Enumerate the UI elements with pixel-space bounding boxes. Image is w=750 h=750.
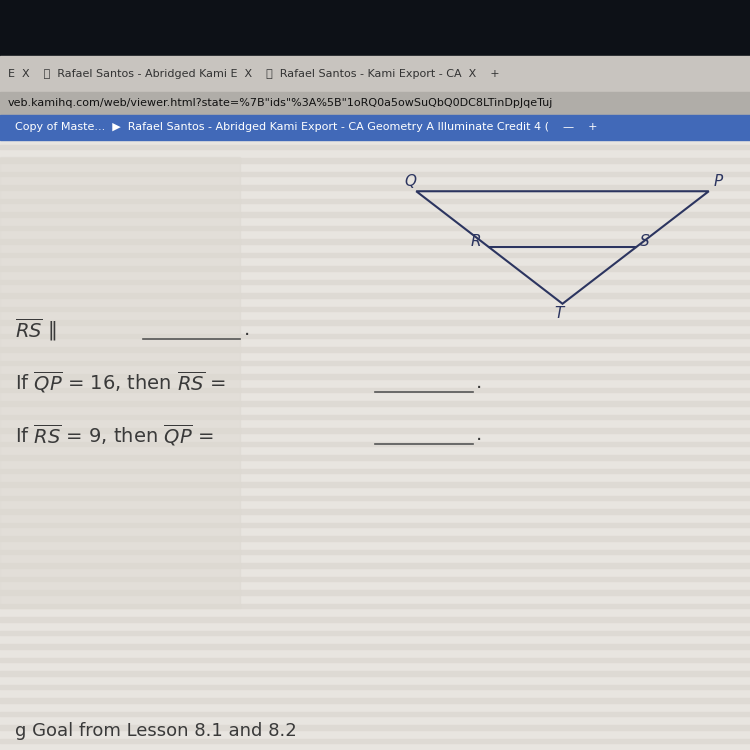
Bar bbox=[0, 185, 750, 190]
Bar bbox=[0, 158, 240, 608]
Bar bbox=[0, 145, 750, 149]
Bar bbox=[0, 509, 750, 514]
Bar bbox=[0, 442, 750, 446]
Bar bbox=[0, 226, 750, 230]
Bar bbox=[0, 428, 750, 433]
Bar bbox=[0, 604, 750, 608]
Bar bbox=[0, 631, 750, 635]
Text: veb.kamihq.com/web/viewer.html?state=%7B"ids"%3A%5B"1oRQ0a5owSuQbQ0DC8LTinDpJqeT: veb.kamihq.com/web/viewer.html?state=%7B… bbox=[8, 98, 553, 109]
Bar bbox=[0, 374, 750, 379]
Bar bbox=[0, 523, 750, 527]
Bar bbox=[0, 482, 750, 487]
Text: E  X    Ⓚ  Rafael Santos - Abridged Kami E  X    Ⓚ  Rafael Santos - Kami Export : E X Ⓚ Rafael Santos - Abridged Kami E X … bbox=[8, 69, 500, 80]
Bar bbox=[0, 158, 750, 163]
Text: S: S bbox=[640, 234, 650, 249]
Text: If $\overline{RS}$ = 9, then $\overline{QP}$ =: If $\overline{RS}$ = 9, then $\overline{… bbox=[15, 422, 214, 448]
Bar bbox=[0, 199, 750, 203]
Bar bbox=[0, 212, 750, 217]
Text: .: . bbox=[244, 320, 250, 340]
Bar bbox=[0, 361, 750, 365]
Bar bbox=[0, 92, 750, 115]
Bar bbox=[0, 725, 750, 730]
Bar bbox=[0, 590, 750, 595]
Bar bbox=[0, 671, 750, 676]
Bar bbox=[0, 644, 750, 649]
Bar bbox=[0, 455, 750, 460]
Bar bbox=[0, 0, 750, 115]
Bar bbox=[0, 469, 750, 473]
Text: .: . bbox=[476, 373, 482, 392]
Bar bbox=[0, 320, 750, 325]
Bar bbox=[0, 712, 750, 716]
Bar bbox=[0, 115, 750, 140]
Bar bbox=[0, 658, 750, 662]
Bar bbox=[0, 388, 750, 392]
Bar bbox=[0, 536, 750, 541]
Text: T: T bbox=[554, 306, 563, 321]
Bar bbox=[0, 577, 750, 581]
Bar bbox=[0, 563, 750, 568]
Bar bbox=[0, 253, 750, 257]
Bar bbox=[0, 140, 750, 750]
Text: g Goal from Lesson 8.1 and 8.2: g Goal from Lesson 8.1 and 8.2 bbox=[15, 722, 297, 740]
Bar bbox=[0, 617, 750, 622]
Bar bbox=[450, 74, 750, 111]
Bar bbox=[0, 347, 750, 352]
Bar bbox=[0, 172, 750, 176]
Bar bbox=[0, 550, 750, 554]
Bar bbox=[0, 307, 750, 311]
Text: $\overline{RS}$ $\|$: $\overline{RS}$ $\|$ bbox=[15, 316, 56, 344]
Bar bbox=[0, 56, 750, 92]
Bar bbox=[0, 496, 750, 500]
Bar bbox=[0, 415, 750, 419]
Bar bbox=[0, 739, 750, 743]
Bar bbox=[0, 401, 750, 406]
Bar bbox=[0, 293, 750, 298]
Text: If $\overline{QP}$ = 16, then $\overline{RS}$ =: If $\overline{QP}$ = 16, then $\overline… bbox=[15, 370, 226, 395]
Bar bbox=[0, 266, 750, 271]
Text: R: R bbox=[470, 234, 481, 249]
Bar bbox=[0, 239, 750, 244]
Text: Q: Q bbox=[404, 174, 416, 189]
Text: Copy of Maste...  ▶  Rafael Santos - Abridged Kami Export - CA Geometry A Illumi: Copy of Maste... ▶ Rafael Santos - Abrid… bbox=[8, 122, 597, 133]
Text: .: . bbox=[476, 425, 482, 445]
Bar bbox=[0, 334, 750, 338]
Bar bbox=[0, 685, 750, 689]
Text: P: P bbox=[713, 174, 722, 189]
Bar bbox=[0, 280, 750, 284]
Bar bbox=[0, 698, 750, 703]
